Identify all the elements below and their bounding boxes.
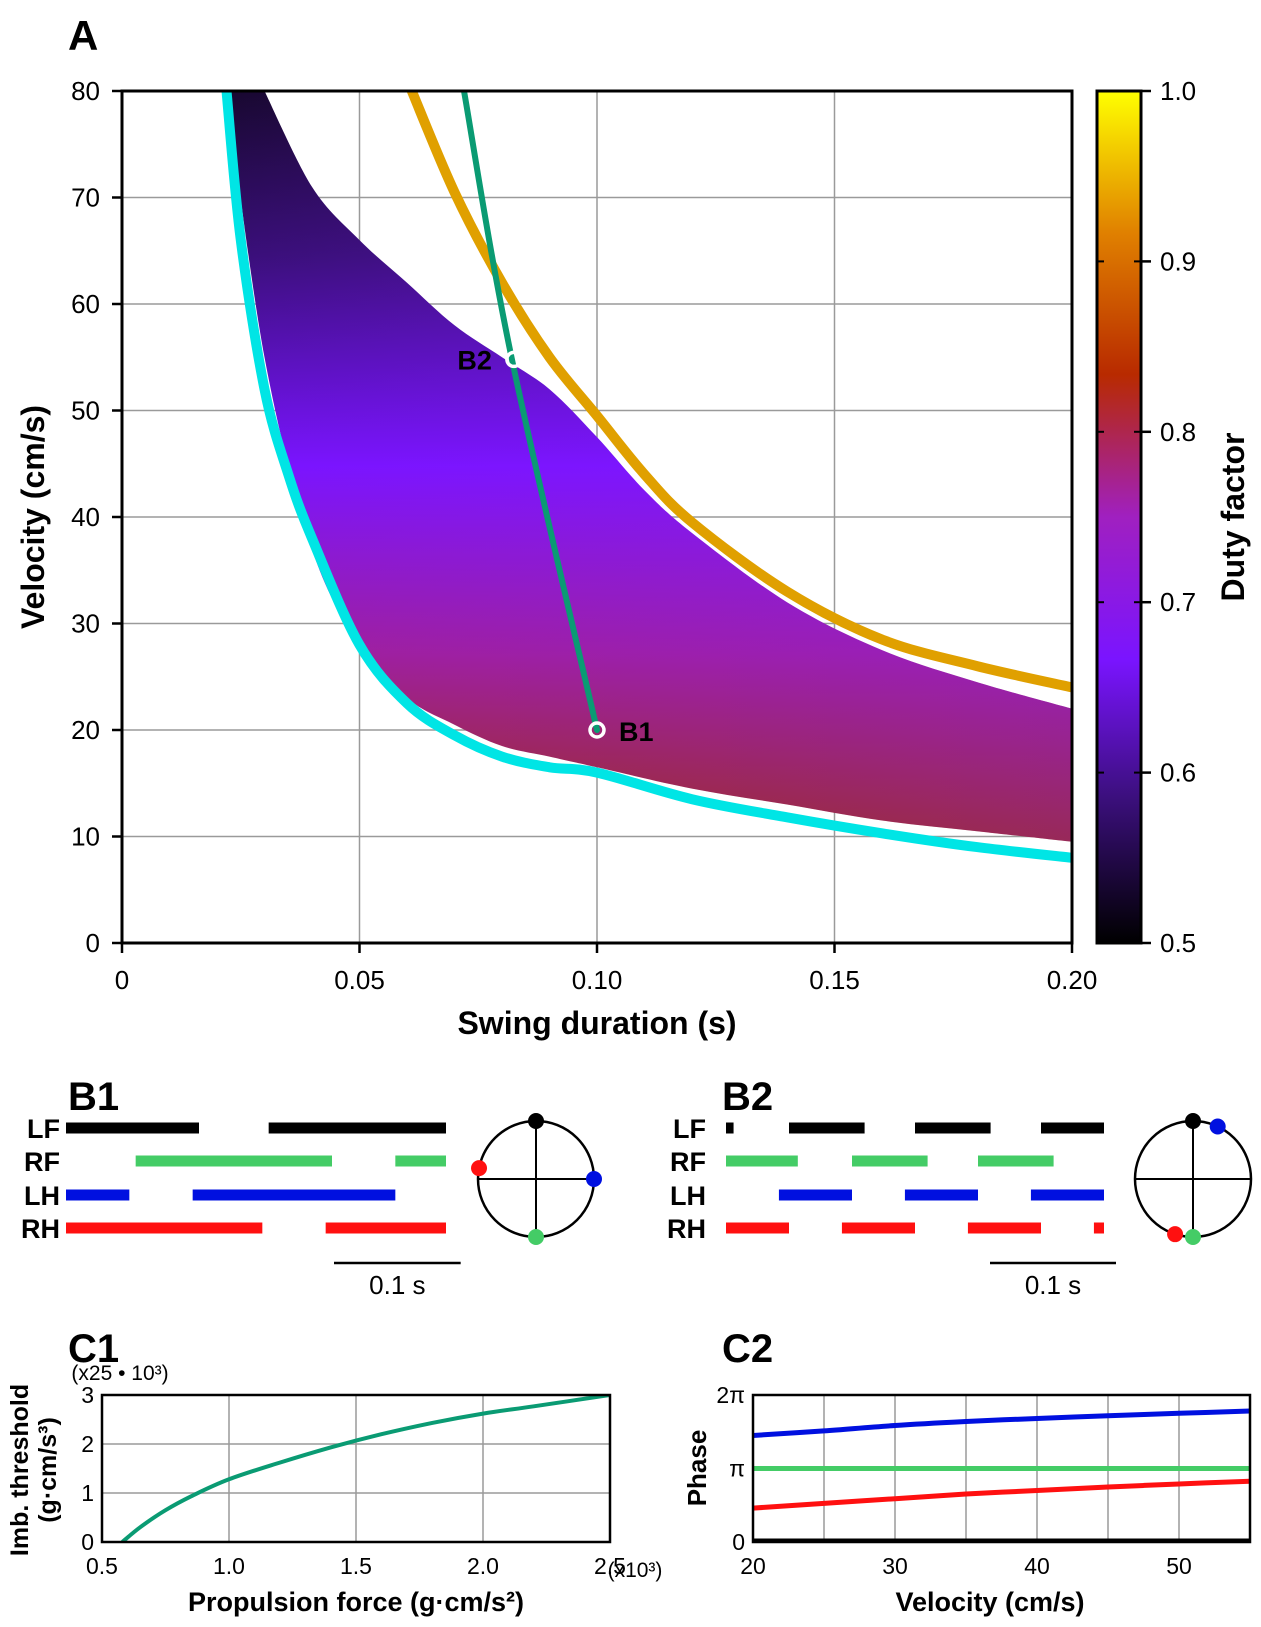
chart-c2-y-tick-label: π bbox=[729, 1456, 745, 1482]
chart-a-y-tick-label: 80 bbox=[71, 76, 100, 106]
chart-c1-x-multiplier: (x10³) bbox=[608, 1559, 663, 1582]
chart-a-series-line bbox=[406, 91, 1072, 693]
gait-b2-phase-dot bbox=[1167, 1226, 1184, 1243]
chart-a-x-tick-label: 0.20 bbox=[1047, 965, 1098, 995]
gait-b1-phase-dot bbox=[586, 1171, 602, 1187]
gait-b1-phase-dot bbox=[471, 1160, 488, 1177]
panel-label-c1: C1 bbox=[68, 1327, 119, 1371]
chart-c2-y-tick-label: 0 bbox=[732, 1529, 745, 1555]
colorbar-tick-label: 0.5 bbox=[1160, 928, 1196, 958]
chart-c2-x-tick-label: 20 bbox=[740, 1553, 766, 1579]
chart-a-y-tick-label: 30 bbox=[71, 609, 100, 639]
gait-b1-phase-dot bbox=[528, 1113, 544, 1129]
chart-a-x-tick-label: 0 bbox=[115, 965, 129, 995]
chart-a-colorbar bbox=[1095, 89, 1143, 945]
chart-c1-y-tick-label: 2 bbox=[81, 1431, 94, 1457]
chart-a-marker bbox=[588, 721, 606, 739]
chart-c1-x-tick-label: 1.0 bbox=[213, 1553, 245, 1579]
chart-c1-x-tick-label: 1.5 bbox=[340, 1553, 372, 1579]
gait-b2-scalebar-label: 0.1 s bbox=[1025, 1270, 1081, 1300]
chart-a-x-tick-label: 0.05 bbox=[334, 965, 385, 995]
chart-c1-y-axis-title-line1: Imb. threshold bbox=[6, 1384, 34, 1556]
gait-b2-phase-dot bbox=[1185, 1113, 1201, 1129]
colorbar-tick-label: 0.8 bbox=[1160, 417, 1196, 447]
chart-c2-series-line bbox=[753, 1478, 1250, 1511]
chart-c2-y-tick-label: 2π bbox=[716, 1382, 745, 1408]
chart-a-series-line bbox=[221, 91, 1072, 863]
chart-c1-x-tick-label: 2.5 bbox=[594, 1553, 626, 1579]
chart-a-y-axis-title: Velocity (cm/s) bbox=[15, 405, 51, 629]
chart-c1-y-axis-title-line2: (g·cm/s³) bbox=[34, 1417, 62, 1523]
gait-b1-row-label: RH bbox=[21, 1214, 60, 1244]
gait-b2-row-label: LH bbox=[670, 1181, 706, 1211]
chart-a-x-axis-title: Swing duration (s) bbox=[457, 1005, 736, 1041]
chart-a-y-tick-label: 20 bbox=[71, 715, 100, 745]
panel-label-c2: C2 bbox=[722, 1327, 773, 1371]
chart-a-x-tick-label: 0.15 bbox=[809, 965, 860, 995]
chart-c2-x-tick-label: 50 bbox=[1166, 1553, 1192, 1579]
gait-b1-row-label: LF bbox=[27, 1114, 60, 1144]
panel-label-b1: B1 bbox=[68, 1075, 119, 1119]
chart-c1-y-tick-label: 3 bbox=[81, 1382, 94, 1408]
panel-label-b2: B2 bbox=[722, 1075, 773, 1119]
gait-b2-phase-dot bbox=[1185, 1229, 1201, 1245]
chart-a-marker-label: B1 bbox=[619, 717, 654, 747]
chart-c1-y-multiplier: (x25 • 10³) bbox=[71, 1362, 168, 1385]
chart-a-x-tick-label: 0.10 bbox=[572, 965, 623, 995]
chart-c2-x-axis-title: Velocity (cm/s) bbox=[895, 1587, 1084, 1617]
chart-a-y-tick-label: 0 bbox=[86, 928, 100, 958]
colorbar-tick-label: 1.0 bbox=[1160, 76, 1196, 106]
chart-c1-frame bbox=[100, 1393, 612, 1544]
gait-b2-phase-dot bbox=[1209, 1118, 1226, 1135]
panel-label-a: A bbox=[68, 12, 98, 59]
chart-a-feasible-region-shade bbox=[226, 91, 1072, 842]
chart-a-y-tick-label: 60 bbox=[71, 289, 100, 319]
chart-a-marker-label: B2 bbox=[457, 345, 492, 375]
chart-a-y-tick-label: 70 bbox=[71, 183, 100, 213]
chart-c1-series-line bbox=[121, 1395, 610, 1542]
gait-b1-row-label: RF bbox=[24, 1147, 60, 1177]
chart-a-marker bbox=[505, 350, 523, 369]
chart-c2-frame bbox=[751, 1393, 1252, 1544]
chart-c2-x-tick-label: 40 bbox=[1024, 1553, 1050, 1579]
gait-b2-row-label: RH bbox=[667, 1214, 706, 1244]
chart-c1-x-tick-label: 0.5 bbox=[86, 1553, 118, 1579]
chart-a-y-tick-label: 40 bbox=[71, 502, 100, 532]
gait-b2-row-label: RF bbox=[670, 1147, 706, 1177]
gait-b1-row-label: LH bbox=[24, 1181, 60, 1211]
chart-a-y-tick-label: 10 bbox=[71, 822, 100, 852]
colorbar-tick-label: 0.9 bbox=[1160, 246, 1196, 276]
chart-c1-y-tick-label: 1 bbox=[81, 1480, 94, 1506]
chart-c2-x-tick-label: 30 bbox=[882, 1553, 908, 1579]
chart-a-colorbar-title: Duty factor bbox=[1215, 433, 1251, 602]
gait-b1-scalebar-label: 0.1 s bbox=[369, 1270, 425, 1300]
gait-b1-phase-dot bbox=[528, 1229, 544, 1245]
chart-c2: 20 30 40 50 0 π 2π Velocity (cm/s) Phase bbox=[682, 1382, 1252, 1617]
chart-c2-y-axis-title: Phase bbox=[682, 1430, 712, 1507]
chart-c2-series-line bbox=[753, 1408, 1250, 1438]
chart-c1-y-tick-label: 0 bbox=[81, 1529, 94, 1555]
chart-a-y-tick-label: 50 bbox=[71, 396, 100, 426]
gait-b2-row-label: LF bbox=[673, 1114, 706, 1144]
colorbar-tick-label: 0.6 bbox=[1160, 758, 1196, 788]
chart-c1-x-tick-label: 2.0 bbox=[467, 1553, 499, 1579]
chart-c1-x-axis-title: Propulsion force (g·cm/s²) bbox=[188, 1587, 524, 1617]
colorbar-tick-label: 0.7 bbox=[1160, 587, 1196, 617]
chart-c1: 0.5 1.0 1.5 2.0 2.5 0 1 2 3 Propulsion force (g·… bbox=[6, 1362, 662, 1617]
